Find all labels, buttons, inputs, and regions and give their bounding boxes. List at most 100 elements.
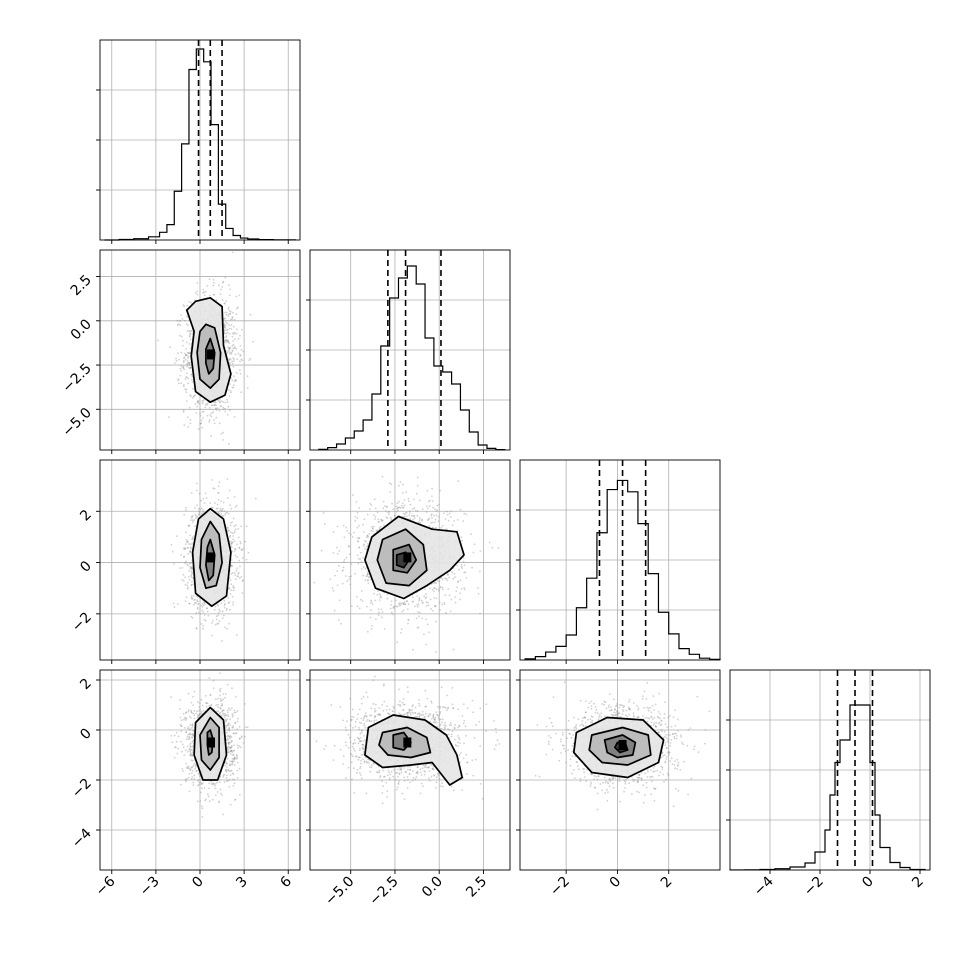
scatter-point — [415, 492, 418, 495]
scatter-point — [435, 651, 437, 653]
scatter-point — [380, 518, 383, 521]
scatter-point — [386, 593, 389, 596]
scatter-point — [220, 513, 223, 515]
scatter-point — [223, 323, 226, 325]
scatter-point — [418, 599, 420, 602]
scatter-point — [196, 504, 198, 507]
scatter-point — [367, 582, 370, 584]
y-tick-label: −5.0 — [59, 405, 94, 440]
scatter-point — [440, 526, 443, 529]
scatter-point — [177, 378, 180, 380]
scatter-point — [233, 347, 236, 349]
scatter-point — [437, 520, 440, 522]
scatter-point — [181, 578, 184, 581]
scatter-point — [427, 604, 430, 607]
scatter-point — [203, 291, 206, 294]
scatter-point — [356, 526, 359, 529]
scatter-point — [218, 512, 220, 515]
scatter-point — [230, 543, 233, 546]
scatter-point — [240, 358, 243, 361]
scatter-point — [453, 573, 456, 575]
scatter-point — [403, 504, 406, 507]
scatter-point — [220, 510, 223, 513]
scatter-point — [450, 510, 452, 513]
scatter-point — [182, 361, 185, 364]
scatter-point — [229, 362, 232, 364]
scatter-point — [374, 515, 377, 518]
scatter-point — [230, 353, 233, 355]
scatter-point — [217, 612, 220, 614]
scatter-point — [186, 584, 189, 587]
scatter-point — [233, 375, 235, 378]
scatter-point — [414, 509, 417, 512]
scatter-point — [186, 354, 189, 357]
scatter-point — [342, 524, 345, 527]
scatter-point — [439, 489, 442, 492]
scatter-point — [354, 519, 357, 522]
scatter-point — [202, 399, 205, 402]
scatter-point — [252, 340, 255, 343]
scatter-point — [238, 745, 241, 747]
scatter-point — [389, 516, 392, 519]
scatter-point — [196, 405, 198, 408]
scatter-point — [222, 439, 225, 441]
scatter-point — [230, 377, 233, 379]
scatter-point — [369, 502, 372, 505]
pair-panel-1-0: −5.0−2.50.02.5 — [59, 249, 301, 454]
scatter-point — [367, 579, 369, 581]
scatter-point — [231, 726, 234, 728]
scatter-point — [184, 543, 187, 545]
scatter-point — [479, 570, 481, 573]
scatter-point — [224, 327, 227, 329]
scatter-point — [227, 713, 229, 716]
scatter-point — [197, 402, 200, 405]
y-tick-label: 0 — [77, 558, 95, 576]
scatter-point — [363, 540, 366, 542]
scatter-point — [460, 588, 463, 590]
scatter-point — [231, 316, 234, 319]
scatter-point — [237, 528, 240, 530]
scatter-point — [222, 406, 225, 409]
scatter-point — [211, 506, 214, 509]
scatter-point — [191, 766, 194, 769]
scatter-point — [205, 702, 208, 704]
scatter-point — [226, 749, 229, 752]
scatter-point — [443, 512, 445, 515]
scatter-point — [188, 579, 191, 581]
scatter-point — [404, 515, 406, 518]
scatter-point — [186, 540, 189, 543]
scatter-point — [399, 481, 402, 483]
scatter-point — [230, 323, 233, 326]
scatter-point — [225, 311, 228, 314]
scatter-point — [212, 487, 215, 490]
scatter-point — [219, 687, 222, 690]
scatter-point — [439, 586, 442, 588]
scatter-point — [406, 515, 408, 517]
scatter-point — [217, 407, 219, 409]
scatter-point — [235, 569, 238, 572]
scatter-point — [231, 350, 234, 353]
scatter-point — [349, 553, 351, 556]
scatter-point — [460, 565, 463, 568]
scatter-point — [382, 500, 385, 503]
scatter-point — [231, 251, 234, 254]
scatter-point — [205, 702, 208, 704]
scatter-point — [189, 551, 192, 554]
scatter-point — [416, 510, 419, 513]
scatter-point — [229, 312, 231, 315]
scatter-point — [362, 566, 365, 568]
scatter-point — [179, 334, 181, 337]
scatter-point — [416, 604, 419, 606]
scatter-point — [395, 599, 397, 602]
scatter-point — [179, 367, 182, 370]
scatter-point — [396, 641, 399, 644]
scatter-point — [231, 726, 234, 729]
scatter-point — [204, 492, 207, 495]
scatter-point — [227, 529, 229, 532]
scatter-point — [186, 376, 188, 379]
scatter-point — [373, 592, 375, 595]
scatter-point — [186, 360, 189, 362]
scatter-point — [232, 584, 235, 587]
scatter-point — [244, 540, 247, 543]
